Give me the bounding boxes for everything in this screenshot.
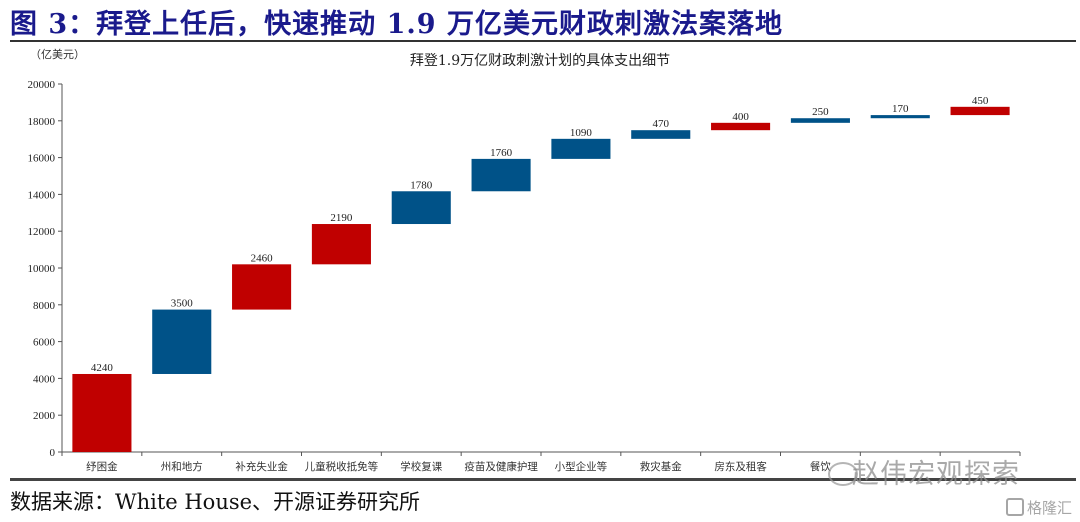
y-tick-label: 14000 xyxy=(28,189,56,201)
data-label: 2460 xyxy=(251,252,274,264)
bar xyxy=(391,191,451,225)
data-label: 1090 xyxy=(570,127,593,139)
bar xyxy=(311,224,371,265)
x-category-label: 救灾基金 xyxy=(640,460,682,473)
x-category-label: 学校复课 xyxy=(400,460,442,473)
watermark-logo-text: 格隆汇 xyxy=(1027,499,1073,517)
data-source: 数据来源：White House、开源证券研究所 xyxy=(10,490,421,514)
x-category-label: 疫苗及健康护理 xyxy=(464,460,538,473)
watermark-logo: 格隆汇 xyxy=(1006,497,1072,518)
bar xyxy=(551,138,611,159)
watermark: 赵伟宏观探索 xyxy=(852,459,1020,490)
bar xyxy=(790,118,850,123)
data-label: 450 xyxy=(972,95,989,107)
y-tick-label: 6000 xyxy=(33,337,56,349)
y-tick-label: 2000 xyxy=(33,410,56,422)
y-tick-label: 10000 xyxy=(28,263,56,275)
data-label: 4240 xyxy=(91,362,114,374)
bar xyxy=(232,264,292,310)
x-category-label: 儿童税收抵免等 xyxy=(305,460,379,473)
y-axis-unit: （亿美元） xyxy=(30,48,85,61)
data-label: 3500 xyxy=(171,298,194,310)
y-tick-label: 12000 xyxy=(28,226,56,238)
figure-title: 图 3：拜登上任后，快速推动 1.9 万亿美元财政刺激法案落地 xyxy=(10,9,783,40)
data-label: 1780 xyxy=(410,179,433,191)
top-rule xyxy=(10,40,1076,42)
bar xyxy=(72,373,132,452)
data-label: 400 xyxy=(732,111,749,123)
x-category-label: 纾困金 xyxy=(86,460,118,473)
bar xyxy=(152,309,212,374)
logo-icon xyxy=(1006,498,1024,516)
y-tick-label: 0 xyxy=(50,447,56,459)
y-tick-label: 8000 xyxy=(33,300,56,312)
data-label: 1760 xyxy=(490,147,513,159)
x-category-label: 餐饮 xyxy=(810,460,831,473)
bar xyxy=(711,122,771,131)
bottom-rule xyxy=(10,478,1076,481)
y-tick-label: 20000 xyxy=(28,79,56,91)
x-category-label: 补充失业金 xyxy=(235,460,288,473)
data-label: 250 xyxy=(812,106,829,118)
y-tick-label: 18000 xyxy=(28,116,56,128)
x-category-label: 州和地方 xyxy=(161,460,203,473)
data-label: 170 xyxy=(892,103,909,115)
bar xyxy=(870,115,930,119)
data-label: 470 xyxy=(653,118,670,130)
bar xyxy=(950,106,1010,116)
wechat-icon xyxy=(828,462,858,486)
y-tick-label: 16000 xyxy=(28,153,56,165)
bar xyxy=(631,130,691,139)
x-category-label: 小型企业等 xyxy=(555,460,608,473)
data-label: 2190 xyxy=(330,212,353,224)
chart-title: 拜登1.9万亿财政刺激计划的具体支出细节 xyxy=(409,53,671,69)
x-category-label: 房东及租客 xyxy=(714,460,767,473)
y-tick-label: 4000 xyxy=(33,373,56,385)
bar xyxy=(471,158,531,192)
